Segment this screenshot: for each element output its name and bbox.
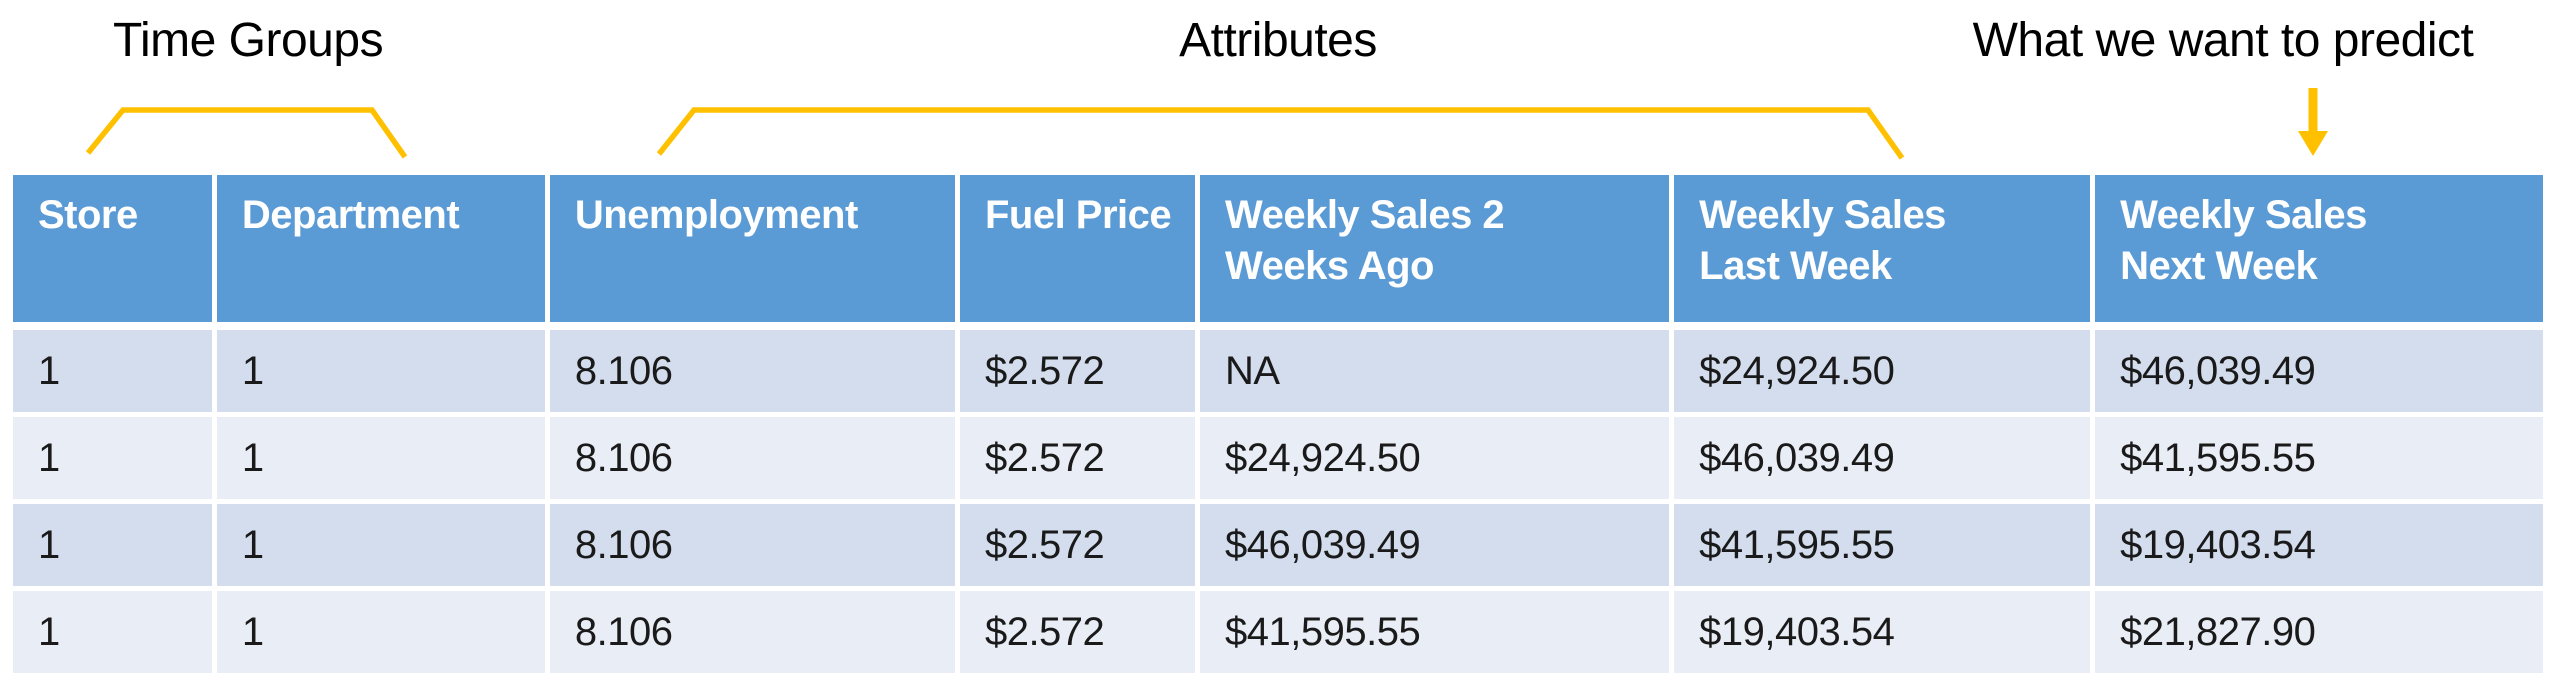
cell-store: 1	[13, 504, 217, 586]
cell-store: 1	[13, 330, 217, 412]
cell-weekly-sales-2-weeks-ago: $41,595.55	[1200, 591, 1675, 673]
table-row: 1 1 8.106 $2.572 $46,039.49 $41,595.55 $…	[13, 504, 2543, 586]
header-unemployment: Unemployment	[549, 175, 960, 322]
sales-table: Store Department Unemployment Fuel Price…	[13, 175, 2543, 673]
cell-department: 1	[216, 504, 550, 586]
header-department: Department	[216, 175, 550, 322]
cell-unemployment: 8.106	[549, 591, 960, 673]
cell-weekly-sales-last-week: $41,595.55	[1674, 504, 2096, 586]
cell-unemployment: 8.106	[549, 417, 960, 499]
cell-fuel-price: $2.572	[959, 591, 1201, 673]
cell-fuel-price: $2.572	[959, 417, 1201, 499]
cell-fuel-price: $2.572	[959, 504, 1201, 586]
cell-weekly-sales-last-week: $24,924.50	[1674, 330, 2096, 412]
cell-store: 1	[13, 417, 217, 499]
table-row: 1 1 8.106 $2.572 NA $24,924.50 $46,039.4…	[13, 330, 2543, 412]
cell-weekly-sales-2-weeks-ago: $24,924.50	[1200, 417, 1675, 499]
cell-unemployment: 8.106	[549, 330, 960, 412]
cell-unemployment: 8.106	[549, 504, 960, 586]
table-row: 1 1 8.106 $2.572 $41,595.55 $19,403.54 $…	[13, 591, 2543, 673]
cell-weekly-sales-2-weeks-ago: $46,039.49	[1200, 504, 1675, 586]
header-weekly-sales-last-week: Weekly Sales Last Week	[1674, 175, 2096, 322]
cell-weekly-sales-next-week: $19,403.54	[2095, 504, 2543, 586]
cell-department: 1	[216, 330, 550, 412]
cell-department: 1	[216, 417, 550, 499]
cell-store: 1	[13, 591, 217, 673]
cell-department: 1	[216, 591, 550, 673]
header-fuel-price: Fuel Price	[959, 175, 1201, 322]
predict-label: What we want to predict	[1972, 14, 2474, 67]
time-groups-bracket	[85, 107, 408, 159]
time-groups-label: Time Groups	[112, 14, 384, 67]
table-header-row: Store Department Unemployment Fuel Price…	[13, 175, 2543, 322]
table-row: 1 1 8.106 $2.572 $24,924.50 $46,039.49 $…	[13, 417, 2543, 499]
cell-weekly-sales-last-week: $19,403.54	[1674, 591, 2096, 673]
cell-weekly-sales-next-week: $41,595.55	[2095, 417, 2543, 499]
down-arrow-icon	[2298, 88, 2328, 156]
header-store: Store	[13, 175, 217, 322]
cell-weekly-sales-next-week: $46,039.49	[2095, 330, 2543, 412]
cell-weekly-sales-next-week: $21,827.90	[2095, 591, 2543, 673]
attributes-bracket	[656, 107, 1905, 160]
cell-fuel-price: $2.572	[959, 330, 1201, 412]
header-weekly-sales-next-week: Weekly Sales Next Week	[2095, 175, 2543, 322]
cell-weekly-sales-2-weeks-ago: NA	[1200, 330, 1675, 412]
attributes-label: Attributes	[1179, 14, 1377, 67]
cell-weekly-sales-last-week: $46,039.49	[1674, 417, 2096, 499]
header-weekly-sales-2-weeks-ago: Weekly Sales 2 Weeks Ago	[1200, 175, 1675, 322]
